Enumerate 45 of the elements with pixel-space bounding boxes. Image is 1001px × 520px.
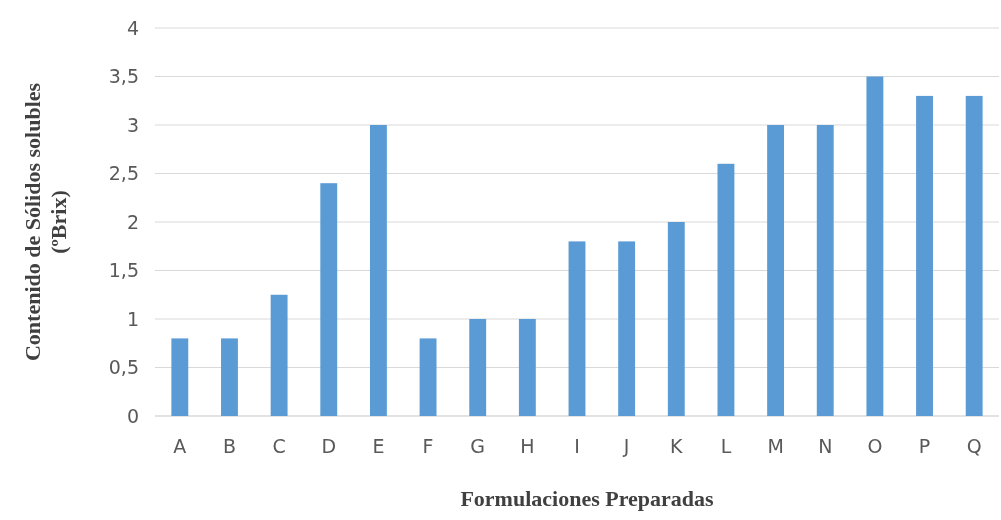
y-tick-label: 4 bbox=[126, 16, 139, 39]
x-tick-label: E bbox=[372, 434, 385, 457]
bar bbox=[618, 241, 636, 416]
bar bbox=[667, 222, 685, 416]
x-tick-label: I bbox=[574, 434, 580, 457]
bar bbox=[419, 338, 437, 416]
bar bbox=[270, 294, 288, 416]
y-axis-title: Contenido de Sólidos solubles (ºBrix) bbox=[20, 82, 71, 362]
bar bbox=[320, 183, 338, 416]
x-axis-title: Formulaciones Preparadas bbox=[460, 486, 715, 511]
bar bbox=[518, 319, 536, 416]
bar bbox=[171, 338, 189, 416]
bar bbox=[221, 338, 238, 416]
y-tick-label: 1,5 bbox=[108, 259, 139, 282]
x-tick-label: M bbox=[767, 434, 784, 457]
bar bbox=[568, 241, 586, 416]
y-tick-label: 2 bbox=[126, 210, 139, 233]
x-tick-label: D bbox=[321, 434, 337, 457]
bar bbox=[369, 125, 387, 416]
bar bbox=[916, 95, 933, 416]
y-tick-label: 0 bbox=[126, 404, 139, 427]
bar bbox=[816, 125, 834, 416]
y-tick-label: 1 bbox=[126, 307, 139, 330]
x-tick-label: B bbox=[222, 434, 236, 457]
x-tick-label: P bbox=[918, 434, 931, 457]
y-tick-label: 2,5 bbox=[108, 162, 139, 185]
x-tick-label: A bbox=[173, 434, 187, 457]
x-tick-label: Q bbox=[966, 434, 982, 457]
x-tick-label: F bbox=[422, 434, 434, 457]
x-tick-label: C bbox=[272, 434, 286, 457]
x-tick-label: K bbox=[670, 434, 684, 457]
x-tick-label: N bbox=[818, 434, 833, 457]
x-tick-label: J bbox=[622, 434, 630, 457]
bar bbox=[965, 95, 983, 416]
bar bbox=[717, 163, 735, 416]
y-tick-label: 3,5 bbox=[108, 65, 139, 88]
x-tick-label: O bbox=[867, 434, 883, 457]
bar bbox=[767, 125, 785, 416]
y-tick-label: 0,5 bbox=[108, 356, 139, 379]
bar bbox=[469, 319, 487, 416]
y-tick-label: 3 bbox=[126, 113, 139, 136]
bar bbox=[866, 76, 884, 416]
x-tick-label: G bbox=[470, 434, 486, 457]
x-tick-label: H bbox=[520, 434, 535, 457]
x-tick-label: L bbox=[720, 434, 732, 457]
